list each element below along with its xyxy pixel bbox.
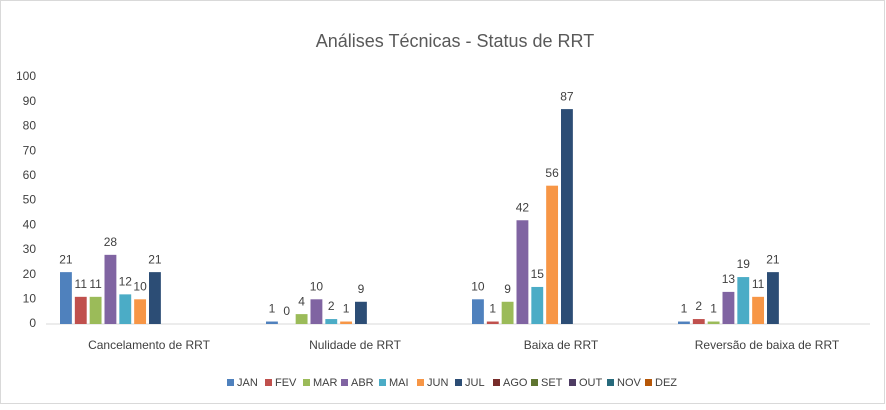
y-tick-label: 90 <box>23 94 37 108</box>
bar <box>707 321 720 324</box>
legend-swatch <box>265 379 272 386</box>
legend-label: OUT <box>579 377 603 389</box>
legend-swatch <box>645 379 652 386</box>
bar <box>767 272 779 324</box>
legend-swatch <box>417 379 424 386</box>
x-tick-label: Reversão de baixa de RRT <box>695 338 840 352</box>
bar <box>501 301 514 324</box>
data-label: 87 <box>560 89 574 103</box>
legend-label: NOV <box>617 377 642 389</box>
legend-label: JUN <box>427 377 448 389</box>
bar <box>340 321 353 324</box>
y-tick-label: 50 <box>23 193 37 207</box>
data-label: 4 <box>298 294 305 308</box>
legend-swatch <box>607 379 614 386</box>
bar <box>486 321 499 324</box>
data-label: 21 <box>148 252 162 266</box>
data-label: 0 <box>283 304 290 318</box>
data-label: 1 <box>489 302 496 316</box>
data-label: 56 <box>545 166 559 180</box>
bar <box>104 254 117 324</box>
data-label: 1 <box>710 302 717 316</box>
chart-title: Análises Técnicas - Status de RRT <box>316 31 594 51</box>
data-label: 21 <box>766 252 780 266</box>
bar <box>737 277 750 324</box>
bar <box>74 296 87 324</box>
data-label: 1 <box>343 302 350 316</box>
y-tick-label: 0 <box>29 316 36 330</box>
y-tick-label: 10 <box>23 291 37 305</box>
y-tick-label: 80 <box>23 119 37 133</box>
data-label: 13 <box>722 272 736 286</box>
bar <box>531 286 544 324</box>
data-label: 11 <box>89 277 102 291</box>
data-label: 28 <box>104 235 118 249</box>
y-tick-label: 30 <box>23 242 37 256</box>
legend-swatch <box>227 379 234 386</box>
data-label: 9 <box>358 282 365 296</box>
data-label: 42 <box>516 200 530 214</box>
data-label: 12 <box>119 275 133 289</box>
legend-swatch <box>531 379 538 386</box>
data-label: 2 <box>328 299 335 313</box>
data-label: 15 <box>531 267 545 281</box>
legend-swatch <box>379 379 386 386</box>
legend-swatch <box>303 379 310 386</box>
x-tick-label: Nulidade de RRT <box>309 338 401 352</box>
y-tick-label: 40 <box>23 217 37 231</box>
bar <box>266 321 278 324</box>
data-label: 10 <box>471 279 485 293</box>
data-label: 1 <box>269 302 276 316</box>
bar <box>134 299 147 324</box>
data-label: 2 <box>695 299 702 313</box>
legend-label: ABR <box>351 377 374 389</box>
data-label: 10 <box>310 279 324 293</box>
legend-label: JUL <box>465 377 485 389</box>
legend-label: DEZ <box>655 377 677 389</box>
y-tick-label: 100 <box>16 69 36 83</box>
data-label: 1 <box>681 302 688 316</box>
bar <box>546 185 559 324</box>
bar <box>325 319 338 324</box>
y-tick-label: 70 <box>23 143 37 157</box>
legend-swatch <box>455 379 462 386</box>
bar <box>752 296 765 324</box>
bar <box>692 319 705 324</box>
legend-label: MAI <box>389 377 409 389</box>
data-label: 11 <box>75 277 88 291</box>
bar <box>516 220 529 324</box>
bar <box>119 294 132 324</box>
legend-label: AGO <box>503 377 528 389</box>
bar <box>89 296 102 324</box>
y-tick-label: 60 <box>23 168 37 182</box>
data-label: 11 <box>752 277 765 291</box>
bar <box>678 321 690 324</box>
data-label: 21 <box>59 252 73 266</box>
legend-label: JAN <box>237 377 258 389</box>
legend-label: SET <box>541 377 563 389</box>
data-label: 19 <box>737 257 751 271</box>
bar <box>722 291 735 324</box>
legend-swatch <box>493 379 500 386</box>
x-tick-label: Cancelamento de RRT <box>88 338 211 352</box>
data-label: 9 <box>504 282 511 296</box>
x-tick-label: Baixa de RRT <box>524 338 599 352</box>
legend-swatch <box>569 379 576 386</box>
data-label: 10 <box>133 279 147 293</box>
bar <box>60 272 72 324</box>
bar <box>472 299 484 324</box>
legend-label: FEV <box>275 377 297 389</box>
y-tick-label: 20 <box>23 267 37 281</box>
bar <box>355 301 367 324</box>
legend-swatch <box>341 379 348 386</box>
bar <box>561 109 573 324</box>
bar <box>310 299 323 324</box>
legend-label: MAR <box>313 377 338 389</box>
bar <box>149 272 161 324</box>
bar <box>295 314 308 324</box>
